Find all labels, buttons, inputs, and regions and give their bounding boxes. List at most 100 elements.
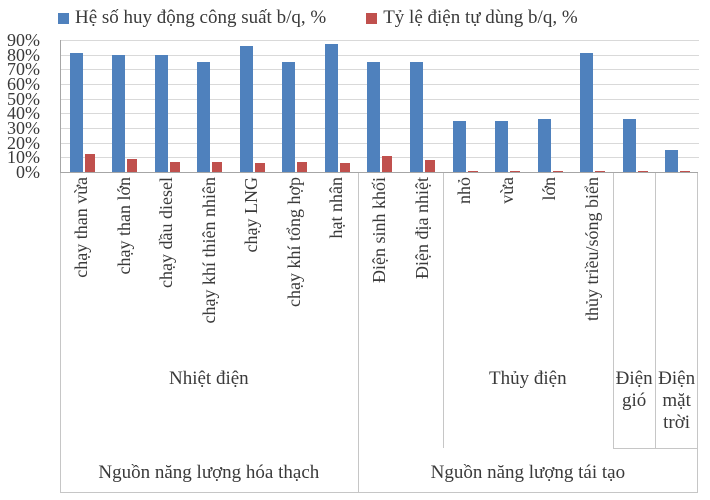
- bar-self-use: [297, 161, 308, 172]
- category-cell: thủy triều/sóng biển: [570, 177, 613, 367]
- legend-label-capacity-factor: Hệ số huy động công suất b/q, %: [75, 7, 327, 28]
- group-label: Nhiệt điện: [169, 368, 249, 389]
- category-label: chạy dầu diesel: [156, 177, 177, 288]
- source-labels-row: Nguồn năng lượng hóa thạch Nguồn năng lượ…: [60, 448, 698, 493]
- category-cell: chạy than lớn: [103, 177, 146, 367]
- bar-column: [656, 40, 699, 172]
- category-cell: Điện sinh khối: [358, 177, 401, 367]
- bar-capacity-factor: [367, 62, 381, 172]
- category-cell: lớn: [528, 177, 571, 367]
- axis-divider: [443, 173, 444, 448]
- bar-column: [104, 40, 147, 172]
- bar-column: [614, 40, 657, 172]
- bar-self-use: [212, 161, 223, 172]
- bar-capacity-factor: [197, 62, 211, 172]
- category-label: chạy khí thiên nhiên: [198, 177, 219, 324]
- category-label: hạt nhân: [326, 177, 347, 239]
- axis-divider: [613, 173, 614, 448]
- category-cell: chạy khí thiên nhiên: [188, 177, 231, 367]
- category-label: chạy than lớn: [113, 177, 134, 275]
- category-cell: vừa: [485, 177, 528, 367]
- y-tick-label: 20%: [7, 133, 40, 153]
- group-label: Thủy điện: [489, 368, 567, 389]
- group-labels-row: Nhiệt điện Thủy điện Điện gió Điện mặt trời: [60, 366, 698, 448]
- category-cell: chạy khí tổng hợp: [273, 177, 316, 367]
- axis-divider: [60, 173, 61, 493]
- bar-self-use: [425, 160, 436, 172]
- bar-self-use: [595, 170, 606, 172]
- legend: Hệ số huy động công suất b/q, % Tỷ lệ đi…: [58, 7, 578, 29]
- y-axis: 90% 80% 70% 60% 50% 40% 30% 20% 10% 0%: [0, 0, 46, 500]
- category-cell: chạy than vừa: [60, 177, 103, 367]
- category-cell: hạt nhân: [315, 177, 358, 367]
- axis-separator: [613, 448, 698, 449]
- category-cell: chạy dầu diesel: [145, 177, 188, 367]
- y-tick-label: 80%: [7, 45, 40, 65]
- bar-self-use: [467, 170, 478, 172]
- category-cell: nhỏ: [443, 177, 486, 367]
- bar-column: [189, 40, 232, 172]
- bar-column: [274, 40, 317, 172]
- bar-column: [444, 40, 487, 172]
- bar-column: [401, 40, 444, 172]
- bar-capacity-factor: [282, 62, 296, 172]
- bar-self-use: [510, 170, 521, 172]
- category-label: chạy khí tổng hợp: [283, 177, 304, 307]
- category-axis: chạy than vừa chạy than lớn chạy dầu diese…: [60, 172, 698, 493]
- axis-divider: [358, 173, 359, 493]
- category-cell: [613, 177, 656, 367]
- axis-divider: [655, 173, 656, 448]
- legend-item-self-use: Tỷ lệ điện tự dùng b/q, %: [366, 7, 578, 29]
- category-label: chạy than vừa: [71, 177, 92, 278]
- bar-column: [529, 40, 572, 172]
- category-label: vừa: [496, 177, 517, 204]
- bar-capacity-factor: [410, 62, 424, 172]
- bar-self-use: [254, 163, 265, 172]
- bar-self-use: [552, 170, 563, 172]
- bar-self-use: [680, 170, 691, 172]
- bar-column: [571, 40, 614, 172]
- bar-capacity-factor: [112, 54, 126, 172]
- category-cell: [655, 177, 698, 367]
- bar-column: [316, 40, 359, 172]
- y-tick-label: 50%: [7, 89, 40, 109]
- y-tick-label: 70%: [7, 59, 40, 79]
- bar-column: [231, 40, 274, 172]
- legend-label-self-use: Tỷ lệ điện tự dùng b/q, %: [383, 7, 578, 28]
- bar-column: [61, 40, 104, 172]
- bar-self-use: [127, 158, 138, 172]
- category-label: thủy triều/sóng biển: [581, 177, 602, 321]
- axis-divider: [697, 173, 698, 493]
- bar-self-use: [637, 170, 648, 172]
- category-label: Điện địa nhiệt: [411, 177, 432, 279]
- bar-capacity-factor: [69, 53, 83, 172]
- category-label: chạy LNG: [241, 177, 262, 253]
- bar-column: [359, 40, 402, 172]
- category-label: nhỏ: [454, 177, 475, 204]
- bar-column: [146, 40, 189, 172]
- y-tick-label: 90%: [7, 30, 40, 50]
- source-group-label: Nguồn năng lượng hóa thạch: [98, 462, 320, 483]
- bar-capacity-factor: [495, 120, 509, 172]
- category-labels-row: chạy than vừa chạy than lớn chạy dầu diese…: [60, 177, 698, 367]
- y-tick-label: 40%: [7, 103, 40, 123]
- bar-self-use: [339, 163, 350, 172]
- bar-capacity-factor: [537, 119, 551, 172]
- bar-self-use: [84, 154, 95, 172]
- bar-self-use: [169, 161, 180, 172]
- y-tick-label: 30%: [7, 118, 40, 138]
- bar-capacity-factor: [622, 119, 636, 172]
- y-tick-label: 10%: [7, 147, 40, 167]
- category-cell: chạy LNG: [230, 177, 273, 367]
- bar-capacity-factor: [665, 150, 679, 172]
- bar-capacity-factor: [154, 54, 168, 172]
- plot-area: [60, 40, 699, 172]
- bar-self-use: [382, 155, 393, 172]
- bar-capacity-factor: [452, 120, 466, 172]
- bar-capacity-factor: [324, 44, 338, 172]
- gridline: [61, 55, 699, 56]
- legend-swatch-blue-icon: [58, 12, 69, 24]
- group-label: Điện mặt trời: [658, 368, 696, 433]
- bar-capacity-factor: [239, 45, 253, 172]
